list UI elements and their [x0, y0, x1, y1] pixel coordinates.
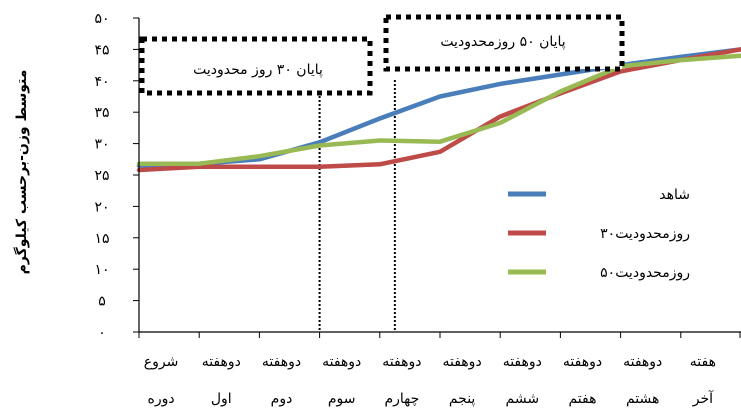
y-axis-ticks: ۰ ۵ ۱۰ ۱۵ ۲۰ ۲۵ ۳۰ ۳۵ ۴۰ ۴۵ ۵۰: [94, 11, 139, 341]
y-tick-label: ۲۰: [94, 199, 109, 215]
series-line-3: [136, 53, 741, 166]
annotation-lines: [318, 80, 396, 332]
series-line-2: [136, 47, 741, 173]
y-tick-label: ۳۰: [94, 137, 109, 153]
y-axis-label: متوسط وزن-برحسب کیلوگرم: [13, 70, 30, 275]
x-category-label-top: دوهفته: [563, 354, 602, 370]
y-tick-label: ۴۵: [94, 42, 109, 58]
axes: [138, 18, 741, 333]
y-tick-label: ۵: [98, 294, 106, 310]
x-category-label-top: دوهفته: [623, 354, 662, 370]
y-tick-label: ۲۵: [94, 168, 109, 184]
x-category-label-top: دوهفته: [322, 354, 361, 370]
x-category-label-bottom: اول: [211, 391, 232, 407]
x-category-label-bottom: دوره: [148, 391, 175, 407]
x-category-label-bottom: دوم: [271, 391, 293, 407]
annotation-box: [139, 36, 373, 96]
x-category-label-top: شروع: [144, 354, 179, 370]
x-category-label-bottom: پنجم: [449, 391, 476, 407]
x-category-label-bottom: ششم: [506, 391, 540, 407]
annotation-boxes: پایان ۳۰ روز محدودیت پایان ۵۰ روزمحدودیت: [139, 14, 625, 96]
x-category-label-top: دوهفته: [442, 354, 481, 370]
legend-label: شاهد: [659, 187, 690, 203]
y-tick-label: ۱۰: [94, 262, 109, 278]
annotation-label: پایان ۳۰ روز محدودیت: [193, 62, 323, 78]
y-tick-label: ۱۵: [94, 231, 109, 247]
legend-label: ۵۰روزمحدودیت: [600, 265, 690, 281]
x-category-label-bottom: هفتم: [568, 391, 596, 407]
x-category-label-top: دوهفته: [262, 354, 301, 370]
legend-label: ۳۰روزمحدودیت: [600, 226, 690, 242]
annotation-box: [383, 14, 625, 72]
y-tick-label: ۰: [98, 325, 106, 341]
x-category-label-top: هفته: [690, 354, 716, 370]
x-category-label-bottom: سوم: [328, 391, 356, 407]
y-tick-label: ۴۰: [94, 74, 109, 90]
y-tick-label: ۵۰: [94, 11, 109, 27]
x-category-label-bottom: چهارم: [384, 391, 419, 407]
y-tick-label: ۳۵: [94, 105, 109, 121]
series-lines: [136, 47, 741, 173]
x-category-label-top: دوهفته: [202, 354, 241, 370]
x-category-label-bottom: هشتم: [626, 391, 659, 407]
x-category-label-top: دوهفته: [503, 354, 542, 370]
x-category-label-top: دوهفته: [382, 354, 421, 370]
x-category-label-bottom: آخر: [692, 390, 714, 407]
annotation-label: پایان ۵۰ روزمحدودیت: [440, 34, 565, 50]
legend: شاهد ۳۰روزمحدودیت ۵۰روزمحدودیت: [508, 187, 690, 281]
x-axis-categories: شروع دوره دوهفته اول دوهفته دوم دوهفته سوم دوهفت…: [138, 332, 741, 407]
